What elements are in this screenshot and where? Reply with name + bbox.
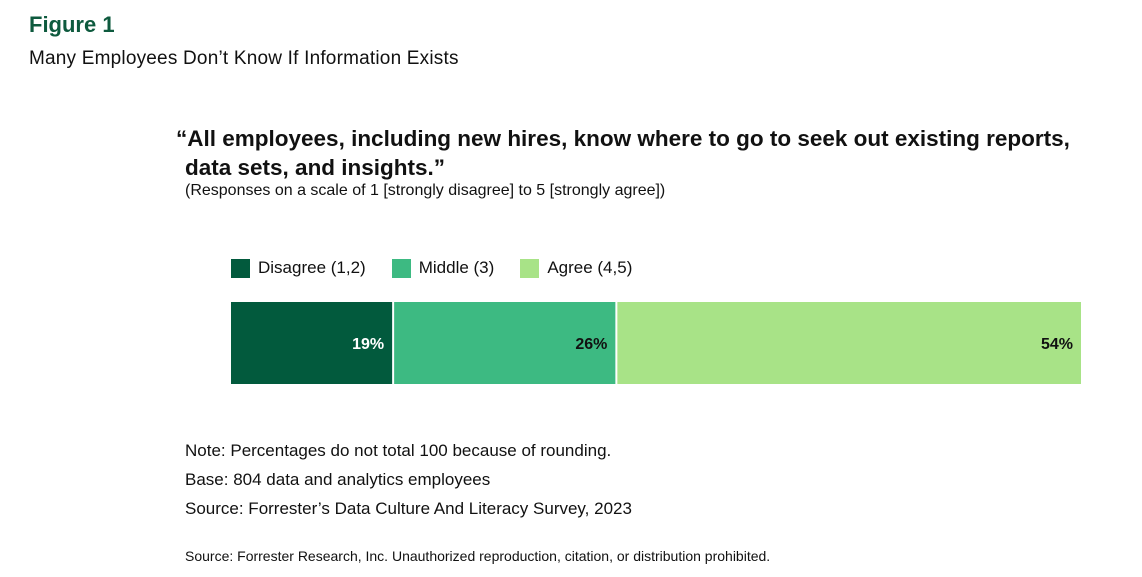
- legend-item-middle: Middle (3): [391, 258, 495, 278]
- bar-label-0: 19%: [352, 336, 384, 353]
- legend-swatch-agree: [520, 258, 540, 278]
- legend-swatch-disagree: [231, 258, 250, 278]
- bar-label-2: 54%: [1041, 336, 1073, 353]
- bar-segment-2: [617, 302, 1081, 384]
- figure-label: Figure 1: [29, 12, 115, 37]
- notes-block: Note: Percentages do not total 100 becau…: [185, 436, 632, 523]
- bar-label-1: 26%: [575, 336, 607, 353]
- legend-item-agree: Agree (4,5): [520, 258, 632, 278]
- legend-item-disagree: Disagree (1,2): [231, 258, 366, 278]
- legend-swatch-middle: [391, 258, 411, 278]
- bar-segment-0: [231, 302, 393, 384]
- survey-question: “All employees, including new hires, kno…: [176, 126, 1070, 180]
- figure-subtitle: Many Employees Don’t Know If Information…: [29, 48, 459, 69]
- chart-legend: Disagree (1,2) Middle (3) Agree (4,5): [231, 257, 658, 279]
- legend-label-agree: Agree (4,5): [547, 258, 633, 277]
- legend-label-disagree: Disagree (1,2): [258, 258, 366, 277]
- scale-note: (Responses on a scale of 1 [strongly dis…: [185, 182, 666, 199]
- bar-segment-1: [394, 302, 616, 384]
- note-base: Base: 804 data and analytics employees: [185, 470, 491, 489]
- note-source: Source: Forrester’s Data Culture And Lit…: [185, 499, 632, 518]
- footer-source: Source: Forrester Research, Inc. Unautho…: [185, 548, 771, 564]
- note-rounding: Note: Percentages do not total 100 becau…: [185, 441, 612, 460]
- legend-label-middle: Middle (3): [418, 258, 495, 277]
